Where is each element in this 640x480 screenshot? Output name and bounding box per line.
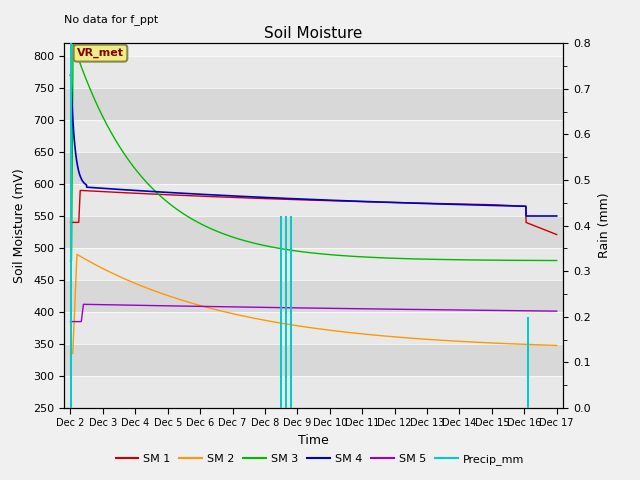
Bar [70, 43, 72, 408]
Bar [285, 216, 287, 408]
Bar [64, 56, 563, 88]
Bar [64, 344, 563, 376]
X-axis label: Time: Time [298, 434, 329, 447]
Bar [64, 88, 563, 120]
Bar [527, 317, 529, 408]
Bar [64, 216, 563, 248]
Bar [64, 280, 563, 312]
Bar [64, 248, 563, 280]
Y-axis label: Rain (mm): Rain (mm) [598, 193, 611, 258]
Bar [64, 184, 563, 216]
Bar [64, 312, 563, 344]
Bar [280, 216, 282, 408]
Y-axis label: Soil Moisture (mV): Soil Moisture (mV) [13, 168, 26, 283]
Title: Soil Moisture: Soil Moisture [264, 25, 363, 41]
Bar [290, 216, 292, 408]
Bar [64, 376, 563, 408]
Text: VR_met: VR_met [77, 48, 124, 58]
Legend: SM 1, SM 2, SM 3, SM 4, SM 5, Precip_mm: SM 1, SM 2, SM 3, SM 4, SM 5, Precip_mm [111, 450, 529, 469]
Bar [64, 120, 563, 152]
Text: No data for f_ppt: No data for f_ppt [64, 14, 158, 25]
Bar [64, 152, 563, 184]
